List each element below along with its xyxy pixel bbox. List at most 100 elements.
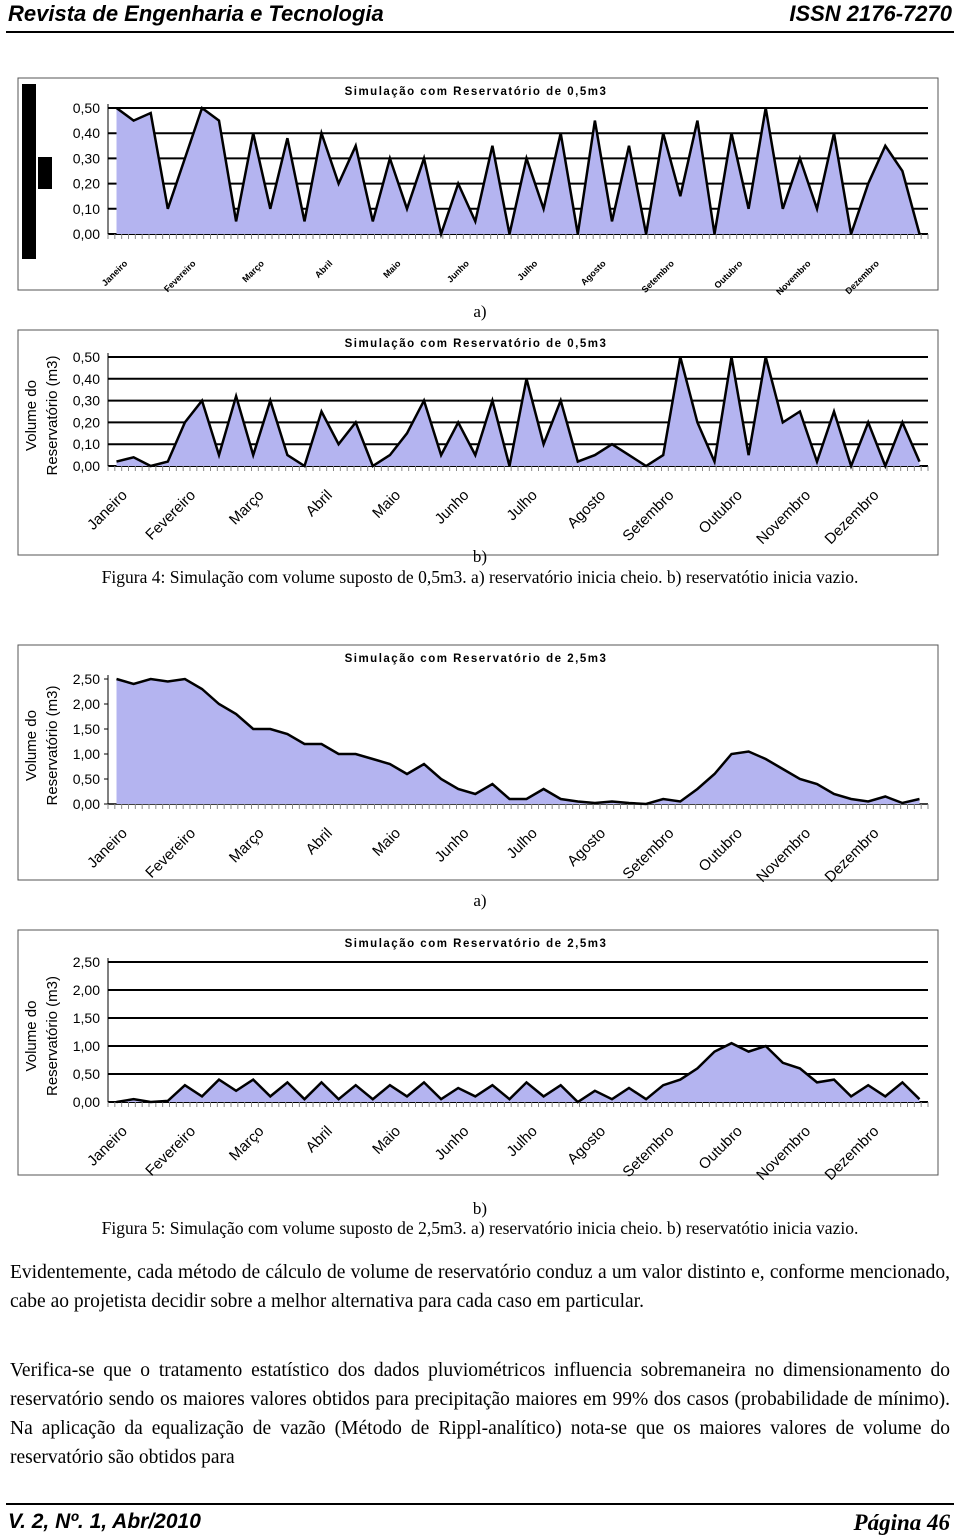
y-axis-label: Reservatório (m3) [44, 355, 61, 475]
sublabel: b) [473, 547, 487, 566]
x-tick-label: Abril [303, 825, 336, 858]
chart-title: Simulação com Reservatório de 0,5m3 [345, 86, 608, 98]
series-line [115, 105, 921, 239]
x-tick-label: Julho [503, 487, 540, 524]
x-tick-label: Julho [503, 1123, 540, 1160]
paragraph: Evidentemente, cada método de cálculo de… [10, 1262, 950, 1312]
y-tick-label: 0,00 [73, 1094, 100, 1110]
x-tick-label: Janeiro [84, 487, 131, 534]
area-fill [116, 679, 920, 804]
chart-frame [17, 77, 939, 291]
series-line [116, 356, 921, 470]
area-fill [116, 1043, 920, 1102]
issn: ISSN 2176-7270 [789, 1, 952, 26]
chart-frame [17, 329, 939, 556]
x-tick-label: Outubro [695, 825, 745, 875]
x-tick-label: Novembro [753, 487, 814, 548]
y-tick-label: 0,10 [73, 201, 100, 217]
y-tick-label: 1,50 [73, 721, 100, 737]
y-tick-label: 0,50 [73, 771, 100, 787]
chart-frame [17, 929, 939, 1176]
x-tick-label: Outubro [695, 487, 745, 537]
y-tick-label: 0,10 [73, 436, 100, 452]
x-tick-label: Julho [515, 258, 539, 282]
y-tick-label: 0,30 [73, 150, 100, 166]
x-tick-label: Junho [445, 258, 472, 285]
x-tick-label: Maio [369, 825, 404, 860]
sublabel: a) [473, 891, 486, 910]
journal-title: Revista de Engenharia e Tecnologia [8, 1, 384, 26]
y-tick-label: 2,00 [73, 982, 100, 998]
footer-volume: V. 2, Nº. 1, Abr/2010 [8, 1510, 201, 1533]
figure-caption: Figura 4: Simulação com volume suposto d… [102, 567, 859, 587]
header-rule [6, 31, 954, 33]
y-tick-label: 0,50 [73, 1066, 100, 1082]
footer-rule [6, 1503, 954, 1505]
x-tick-label: Abril [303, 487, 336, 520]
y-tick-label: 0,00 [73, 226, 100, 242]
x-tick-label: Janeiro [100, 258, 130, 288]
x-tick-label: Abril [313, 258, 335, 280]
y-tick-label: 0,00 [73, 796, 100, 812]
series-line [116, 677, 920, 806]
y-tick-label: 2,00 [73, 696, 100, 712]
x-tick-label: Maio [381, 258, 403, 280]
x-tick-label: Julho [503, 825, 540, 862]
y-axis-label: Volume do [23, 380, 40, 451]
redaction [22, 84, 36, 259]
series-line [116, 1041, 921, 1104]
x-tick-label: Setembro [619, 825, 677, 883]
x-tick-label: Dezembro [822, 825, 883, 886]
y-tick-label: 0,40 [73, 125, 100, 141]
y-tick-label: 1,00 [73, 1038, 100, 1054]
y-tick-label: 2,50 [73, 954, 100, 970]
x-tick-label: Agosto [564, 1123, 609, 1168]
chart-title: Simulação com Reservatório de 0,5m3 [345, 338, 608, 350]
y-tick-label: 0,40 [73, 371, 100, 387]
x-tick-label: Outubro [695, 1123, 745, 1173]
x-tick-label: Abril [303, 1123, 336, 1156]
chart-title: Simulação com Reservatório de 2,5m3 [345, 938, 608, 950]
y-axis-label: Reservatório (m3) [44, 976, 61, 1096]
y-tick-label: 0,00 [73, 458, 100, 474]
y-tick-label: 0,50 [73, 100, 100, 116]
x-tick-label: Março [240, 258, 266, 284]
area-fill [116, 108, 920, 234]
x-tick-label: Fevereiro [142, 1123, 199, 1180]
x-tick-label: Setembro [640, 258, 677, 295]
x-tick-label: Janeiro [84, 825, 131, 872]
footer-page: Página 46 [853, 1510, 950, 1535]
chart-frame [17, 644, 939, 881]
x-tick-label: Março [226, 1123, 267, 1164]
x-tick-label: Março [226, 825, 267, 866]
x-tick-label: Junho [432, 1123, 473, 1164]
y-axis-label: Reservatório (m3) [44, 685, 61, 805]
x-tick-label: Março [226, 487, 267, 528]
figure-caption: Figura 5: Simulação com volume suposto d… [102, 1218, 859, 1238]
paragraph: Verifica-se que o tratamento estatístico… [10, 1360, 950, 1468]
y-tick-label: 0,20 [73, 414, 100, 430]
x-tick-label: Fevereiro [162, 258, 198, 294]
sublabel: a) [473, 302, 486, 321]
x-tick-label: Agosto [564, 487, 609, 532]
y-tick-label: 1,00 [73, 746, 100, 762]
sublabel: b) [473, 1199, 487, 1218]
x-tick-label: Dezembro [822, 487, 883, 548]
x-tick-label: Novembro [774, 258, 813, 297]
redaction [38, 157, 52, 189]
y-tick-label: 0,50 [73, 349, 100, 365]
x-tick-label: Junho [432, 487, 473, 528]
y-axis-label: Volume do [23, 1001, 40, 1072]
x-tick-label: Janeiro [84, 1123, 131, 1170]
x-tick-label: Maio [369, 1123, 404, 1158]
x-tick-label: Novembro [753, 825, 814, 886]
y-tick-label: 2,50 [73, 671, 100, 687]
x-tick-label: Setembro [619, 487, 677, 545]
y-tick-label: 0,20 [73, 176, 100, 192]
chart-title: Simulação com Reservatório de 2,5m3 [345, 653, 608, 665]
y-tick-label: 1,50 [73, 1010, 100, 1026]
y-axis-label: Volume do [23, 710, 40, 781]
x-tick-label: Junho [432, 825, 473, 866]
